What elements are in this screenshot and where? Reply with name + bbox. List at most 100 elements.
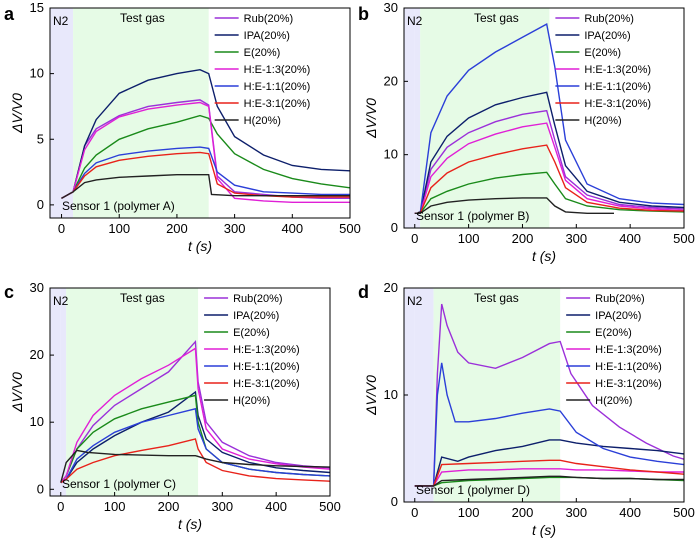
legend-label-c-0: Rub(20%) xyxy=(233,293,283,305)
y-tick-label-a-3: 15 xyxy=(30,0,44,15)
sensor-label-b: Sensor 1 (polymer B) xyxy=(416,209,529,223)
x-axis-label-d: t (s) xyxy=(532,522,556,538)
n2-label-d: N2 xyxy=(407,294,423,308)
n2-region-a xyxy=(50,8,62,218)
legend-label-b-4: H:E-1:1(20%) xyxy=(584,81,651,93)
panel-label-b: b xyxy=(358,4,369,24)
x-tick-label-d-1: 100 xyxy=(458,505,480,520)
y-tick-label-d-2: 20 xyxy=(384,280,398,295)
legend-label-a-3: H:E-1:3(20%) xyxy=(244,64,311,76)
x-tick-label-d-5: 500 xyxy=(673,505,695,520)
legend-label-d-5: H:E-3:1(20%) xyxy=(595,378,662,390)
series-line-b-0 xyxy=(414,109,684,215)
series-line-d-0 xyxy=(414,303,684,487)
y-axis-label-c: ΔV/V0 xyxy=(9,372,25,413)
panel-label-a: a xyxy=(4,4,15,24)
x-axis-label-c: t (s) xyxy=(178,516,202,532)
x-tick-label-a-1: 100 xyxy=(108,221,130,236)
series-line-b-6 xyxy=(414,197,614,215)
legend-label-c-6: H(20%) xyxy=(233,395,270,407)
x-tick-label-c-4: 400 xyxy=(265,499,287,514)
sensor-label-a: Sensor 1 (polymer A) xyxy=(62,199,175,213)
legend-label-a-1: IPA(20%) xyxy=(244,30,290,42)
legend-label-b-6: H(20%) xyxy=(584,115,621,127)
series-line-a-2 xyxy=(61,114,350,199)
series-line-a-5 xyxy=(61,151,350,199)
legend-label-c-1: IPA(20%) xyxy=(233,310,279,322)
plot-frame-a xyxy=(49,7,351,219)
series-line-a-3 xyxy=(61,101,350,204)
plot-frame-c xyxy=(49,287,331,497)
n2-region-extra-b xyxy=(414,8,421,228)
n2-region-extra-d xyxy=(414,288,434,502)
x-tick-label-d-4: 400 xyxy=(619,505,641,520)
n2-region-d xyxy=(404,288,415,502)
y-tick-label-a-0: 0 xyxy=(37,197,44,212)
x-tick-label-c-5: 500 xyxy=(319,499,341,514)
y-tick-label-b-1: 10 xyxy=(384,147,398,162)
sensor-label-c: Sensor 1 (polymer C) xyxy=(62,477,176,491)
series-line-d-5 xyxy=(414,459,684,487)
n2-region-extra-a xyxy=(61,8,74,218)
y-axis-label-d: ΔV/V0 xyxy=(363,375,379,416)
gas-region-c xyxy=(66,288,199,496)
y-tick-label-b-2: 20 xyxy=(384,73,398,88)
y-tick-label-c-3: 30 xyxy=(30,280,44,295)
n2-label-c: N2 xyxy=(53,294,69,308)
x-tick-label-b-3: 300 xyxy=(565,231,587,246)
n2-region-c xyxy=(50,288,61,496)
n2-label-b: N2 xyxy=(407,14,423,28)
legend-label-d-4: H:E-1:1(20%) xyxy=(595,361,662,373)
x-tick-label-a-2: 200 xyxy=(166,221,188,236)
series-line-d-4 xyxy=(414,362,684,487)
y-tick-label-d-0: 0 xyxy=(391,494,398,509)
chart-b: 0 100 200 300 400 500 0 10 20 30 t (s) ΔV/V0 N2 Test … xyxy=(363,0,695,264)
x-tick-label-a-0: 0 xyxy=(58,221,65,236)
series-line-a-6 xyxy=(61,173,350,199)
x-tick-label-a-4: 400 xyxy=(281,221,303,236)
chart-c: 0 100 200 300 400 500 0 10 20 30 t (s) ΔV/V0 N2 Test … xyxy=(9,280,341,532)
plot-frame-b xyxy=(403,7,685,229)
legend-label-d-2: E(20%) xyxy=(595,327,632,339)
legend-label-a-5: H:E-3:1(20%) xyxy=(244,98,311,110)
series-line-c-6 xyxy=(60,449,330,483)
legend-label-d-0: Rub(20%) xyxy=(595,293,645,305)
series-line-a-1 xyxy=(61,68,350,199)
y-axis-label-b: ΔV/V0 xyxy=(363,98,379,139)
x-tick-label-b-1: 100 xyxy=(458,231,480,246)
legend-label-b-5: H:E-3:1(20%) xyxy=(584,98,651,110)
x-axis-label-a: t (s) xyxy=(188,238,212,254)
y-tick-label-c-0: 0 xyxy=(37,481,44,496)
legend-label-c-4: H:E-1:1(20%) xyxy=(233,361,300,373)
series-line-b-4 xyxy=(414,23,684,215)
series-line-a-4 xyxy=(61,146,350,199)
series-line-c-0 xyxy=(60,339,330,484)
y-tick-label-b-0: 0 xyxy=(391,220,398,235)
y-tick-label-a-2: 10 xyxy=(30,66,44,81)
series-line-c-4 xyxy=(60,407,330,484)
x-tick-label-d-3: 300 xyxy=(565,505,587,520)
legend-label-a-0: Rub(20%) xyxy=(244,13,294,25)
gas-region-d xyxy=(433,288,561,502)
series-line-b-1 xyxy=(414,91,684,215)
series-line-b-3 xyxy=(414,122,684,215)
x-tick-label-b-0: 0 xyxy=(411,231,418,246)
x-tick-label-a-3: 300 xyxy=(224,221,246,236)
series-line-d-1 xyxy=(414,439,684,487)
chart-d: 0 100 200 300 400 500 0 10 20 t (s) ΔV/V0 N2 Test ga… xyxy=(363,280,695,538)
gas-label-a: Test gas xyxy=(120,11,165,25)
panel-label-c: c xyxy=(4,282,14,302)
chart-a: 0 100 200 300 400 500 0 5 10 15 t (s) ΔV/V0 N2 Test g… xyxy=(9,0,361,254)
x-tick-label-b-5: 500 xyxy=(673,231,695,246)
sensor-label-d: Sensor 1 (polymer D) xyxy=(416,483,530,497)
legend-label-a-2: E(20%) xyxy=(244,47,281,59)
y-tick-label-c-1: 10 xyxy=(30,414,44,429)
x-tick-label-c-2: 200 xyxy=(158,499,180,514)
n2-region-b xyxy=(404,8,415,228)
series-line-c-5 xyxy=(60,438,330,484)
legend-label-b-3: H:E-1:3(20%) xyxy=(584,64,651,76)
legend-label-d-3: H:E-1:3(20%) xyxy=(595,344,662,356)
y-tick-label-a-1: 5 xyxy=(37,131,44,146)
gas-region-a xyxy=(73,8,209,218)
